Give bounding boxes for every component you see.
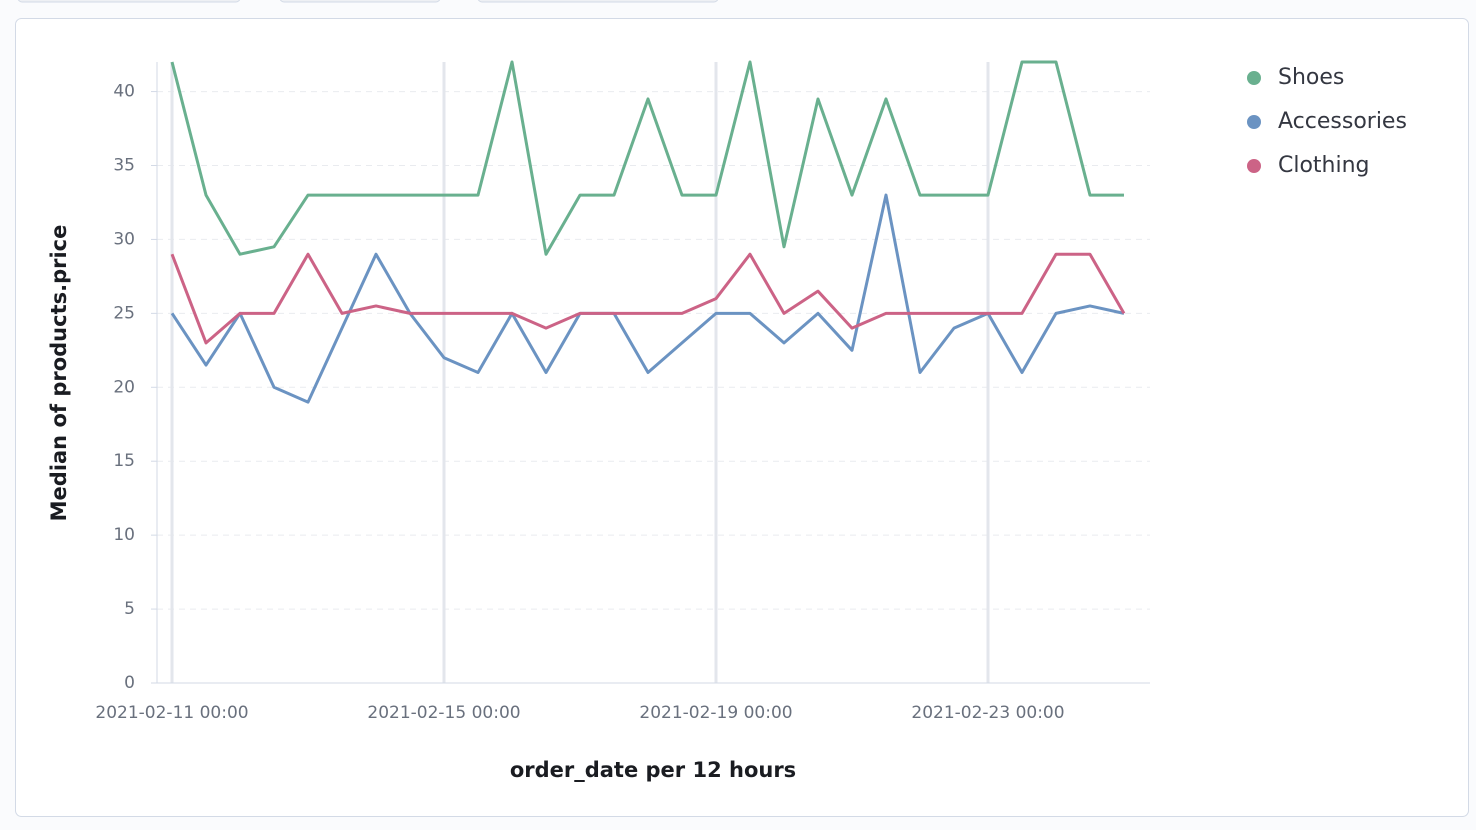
tab	[279, 0, 441, 3]
legend-label: Shoes	[1278, 65, 1344, 90]
x-axis-title: order_date per 12 hours	[510, 758, 796, 782]
legend-label: Clothing	[1278, 153, 1370, 178]
y-tick-label: 10	[113, 525, 135, 545]
y-tick-label: 35	[113, 156, 135, 176]
y-tick-label: 25	[113, 303, 135, 323]
y-tick-label: 15	[113, 451, 135, 471]
x-tick-label: 2021-02-23 00:00	[911, 703, 1064, 723]
chart: 0 5 10 15 20 25 30 35 40 2021-02-11 00:00 2021-02-…	[95, 60, 1407, 723]
legend-marker	[1247, 159, 1261, 173]
y-axis-title: Median of products.price	[47, 225, 71, 522]
tab	[477, 0, 719, 3]
series-line	[170, 60, 1124, 256]
legend-label: Accessories	[1278, 109, 1407, 134]
x-tick-label: 2021-02-15 00:00	[367, 703, 520, 723]
y-tick-label: 30	[113, 229, 135, 249]
panel	[15, 18, 1469, 817]
x-tick-label: 2021-02-19 00:00	[639, 703, 792, 723]
legend-marker	[1247, 115, 1261, 129]
series-line	[170, 193, 1125, 404]
legend-marker	[1247, 71, 1261, 85]
x-tick-label: 2021-02-11 00:00	[95, 703, 248, 723]
y-tick-label: 20	[113, 377, 135, 397]
series-line	[170, 252, 1126, 345]
y-tick-label: 0	[124, 673, 135, 693]
y-tick-label: 40	[113, 82, 135, 102]
tab	[17, 0, 241, 3]
y-tick-label: 5	[124, 599, 135, 619]
